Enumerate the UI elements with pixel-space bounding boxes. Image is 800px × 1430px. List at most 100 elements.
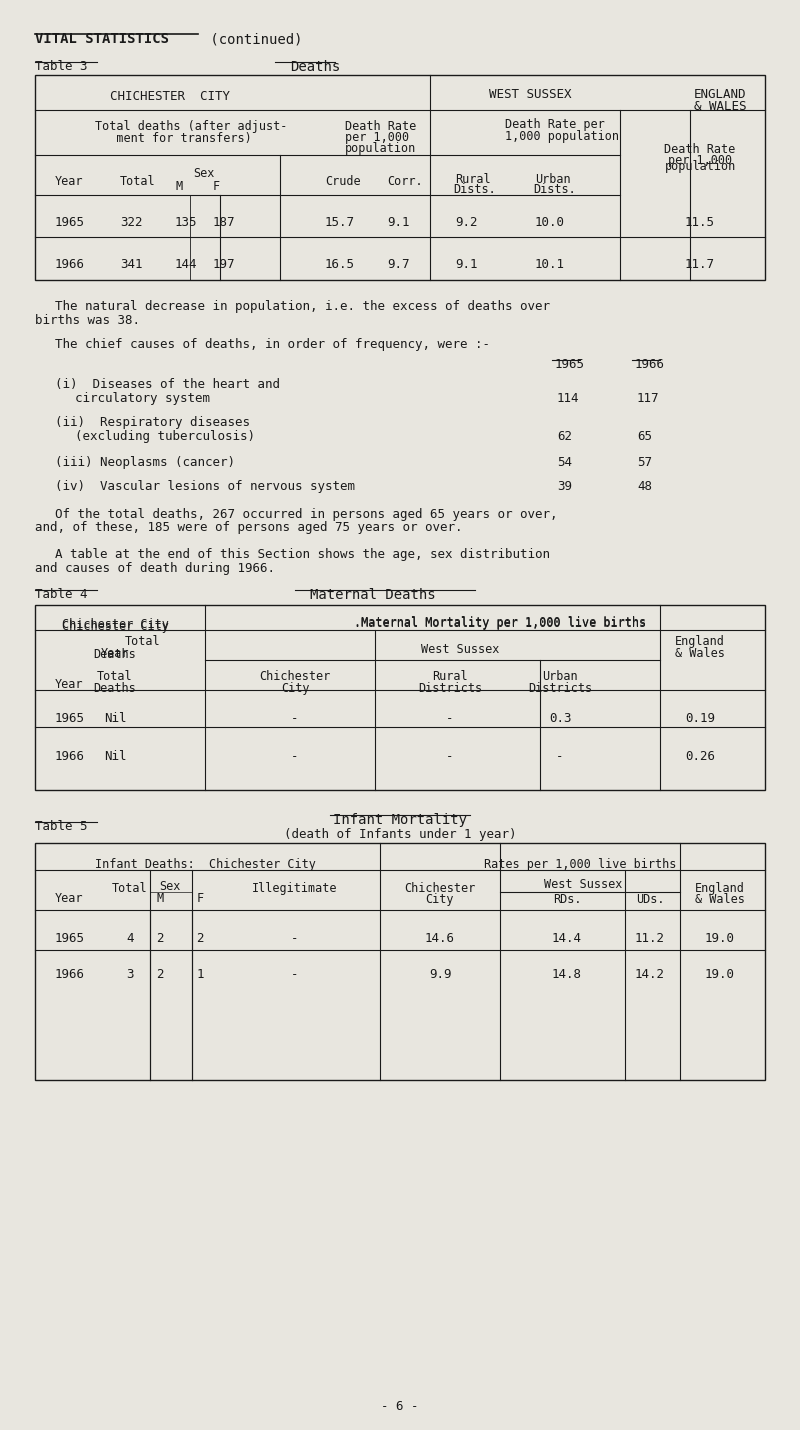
- Text: births was 38.: births was 38.: [35, 315, 140, 327]
- Text: 54: 54: [557, 456, 572, 469]
- Text: Total: Total: [120, 174, 156, 187]
- Text: Districts: Districts: [528, 682, 592, 695]
- Text: 15.7: 15.7: [325, 216, 355, 229]
- Bar: [35, 605, 765, 789]
- Text: ment for transfers): ment for transfers): [95, 132, 252, 144]
- Text: Of the total deaths, 267 occurred in persons aged 65 years or over,: Of the total deaths, 267 occurred in per…: [55, 508, 558, 521]
- Text: (death of Infants under 1 year): (death of Infants under 1 year): [284, 828, 516, 841]
- Text: 14.8: 14.8: [552, 968, 582, 981]
- Text: Chichester: Chichester: [404, 882, 476, 895]
- Text: 57: 57: [637, 456, 652, 469]
- Text: RDs.: RDs.: [553, 892, 582, 907]
- Text: City: City: [281, 682, 310, 695]
- Text: Sex: Sex: [159, 879, 181, 892]
- Text: Sex: Sex: [193, 167, 214, 180]
- Text: (excluding tuberculosis): (excluding tuberculosis): [75, 430, 255, 443]
- Text: & WALES: & WALES: [694, 100, 746, 113]
- Text: Crude: Crude: [325, 174, 361, 187]
- Text: 1966: 1966: [55, 257, 85, 272]
- Text: Corr.: Corr.: [387, 174, 422, 187]
- Text: Districts: Districts: [418, 682, 482, 695]
- Text: Table 4: Table 4: [35, 588, 87, 601]
- Text: 9.1: 9.1: [455, 257, 478, 272]
- Text: 16.5: 16.5: [325, 257, 355, 272]
- Text: 9.1: 9.1: [387, 216, 410, 229]
- Text: -: -: [291, 749, 298, 764]
- Text: (ii)  Respiratory diseases: (ii) Respiratory diseases: [55, 416, 250, 429]
- Text: CHICHESTER  CITY: CHICHESTER CITY: [110, 90, 230, 103]
- Text: .Maternal Mortality per 1,000 live births: .Maternal Mortality per 1,000 live birth…: [354, 616, 646, 629]
- Text: West Sussex: West Sussex: [421, 644, 499, 656]
- Text: Year: Year: [55, 892, 83, 905]
- Text: 144: 144: [175, 257, 198, 272]
- Text: population: population: [664, 160, 736, 173]
- Text: 2: 2: [156, 968, 164, 981]
- Text: -: -: [446, 749, 454, 764]
- Text: West Sussex: West Sussex: [544, 878, 622, 891]
- Text: The natural decrease in population, i.e. the excess of deaths over: The natural decrease in population, i.e.…: [55, 300, 550, 313]
- Text: Death Rate: Death Rate: [664, 143, 736, 156]
- Text: 4: 4: [126, 932, 134, 945]
- Text: per 1,000: per 1,000: [668, 154, 732, 167]
- Text: Infant Mortality: Infant Mortality: [333, 814, 467, 827]
- Text: 14.6: 14.6: [425, 932, 455, 945]
- Text: 117: 117: [637, 392, 659, 405]
- Text: 1966: 1966: [55, 749, 85, 764]
- Text: (iv)  Vascular lesions of nervous system: (iv) Vascular lesions of nervous system: [55, 480, 355, 493]
- Text: 19.0: 19.0: [705, 968, 735, 981]
- Text: UDs.: UDs.: [636, 892, 664, 907]
- Text: 1965: 1965: [555, 358, 585, 370]
- Text: 48: 48: [637, 480, 652, 493]
- Text: 1: 1: [196, 968, 204, 981]
- Text: 11.2: 11.2: [635, 932, 665, 945]
- Text: Maternal Deaths: Maternal Deaths: [310, 588, 436, 602]
- Text: 3: 3: [126, 968, 134, 981]
- Text: & Wales: & Wales: [675, 646, 725, 661]
- Text: -: -: [556, 749, 564, 764]
- Text: Deaths: Deaths: [290, 60, 340, 74]
- Text: Total: Total: [125, 635, 161, 648]
- Text: 19.0: 19.0: [705, 932, 735, 945]
- Text: The chief causes of deaths, in order of frequency, were :-: The chief causes of deaths, in order of …: [55, 337, 490, 350]
- Text: 341: 341: [120, 257, 142, 272]
- Text: 0.26: 0.26: [685, 749, 715, 764]
- Bar: [35, 844, 765, 1080]
- Text: Deaths: Deaths: [94, 648, 136, 661]
- Text: 2: 2: [156, 932, 164, 945]
- Text: F: F: [197, 892, 203, 905]
- Text: 10.0: 10.0: [535, 216, 565, 229]
- Text: (i)  Diseases of the heart and: (i) Diseases of the heart and: [55, 378, 280, 390]
- Text: Nil: Nil: [104, 712, 126, 725]
- Text: Death Rate: Death Rate: [345, 120, 416, 133]
- Text: Table 3: Table 3: [35, 60, 87, 73]
- Text: 39: 39: [557, 480, 572, 493]
- Text: 1966: 1966: [635, 358, 665, 370]
- Text: 114: 114: [557, 392, 579, 405]
- Text: Chichester City: Chichester City: [62, 618, 169, 631]
- Text: Rural: Rural: [455, 173, 490, 186]
- Text: M: M: [157, 892, 163, 905]
- Text: Total: Total: [97, 671, 133, 684]
- Text: 197: 197: [213, 257, 235, 272]
- Text: Dists.: Dists.: [453, 183, 496, 196]
- Text: Chichester City: Chichester City: [62, 621, 169, 633]
- Text: Urban: Urban: [535, 173, 570, 186]
- Text: Year: Year: [55, 678, 83, 691]
- Text: Illegitimate: Illegitimate: [252, 882, 338, 895]
- Text: 187: 187: [213, 216, 235, 229]
- Text: & Wales: & Wales: [695, 892, 745, 907]
- Text: 2: 2: [196, 932, 204, 945]
- Text: Total deaths (after adjust-: Total deaths (after adjust-: [95, 120, 287, 133]
- Text: Deaths: Deaths: [94, 682, 136, 695]
- Text: - 6 -: - 6 -: [382, 1400, 418, 1413]
- Text: 1965: 1965: [55, 712, 85, 725]
- Text: England: England: [695, 882, 745, 895]
- Text: 11.5: 11.5: [685, 216, 715, 229]
- Text: 1965: 1965: [55, 932, 85, 945]
- Text: A table at the end of this Section shows the age, sex distribution: A table at the end of this Section shows…: [55, 548, 550, 561]
- Text: (continued): (continued): [202, 31, 302, 46]
- Text: Death Rate per: Death Rate per: [505, 119, 605, 132]
- Text: Rates per 1,000 live births: Rates per 1,000 live births: [484, 858, 676, 871]
- Text: Urban: Urban: [542, 671, 578, 684]
- Text: population: population: [345, 142, 416, 154]
